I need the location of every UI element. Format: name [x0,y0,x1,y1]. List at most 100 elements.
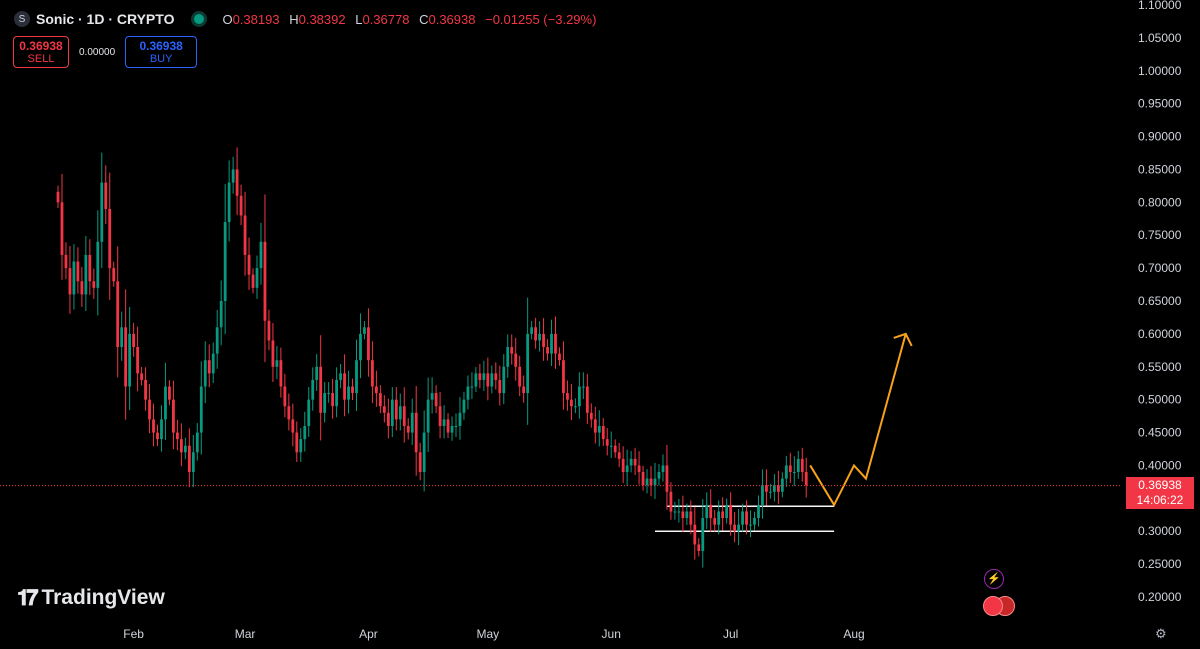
candle-body [669,491,673,512]
candle-body [601,425,605,440]
candle-body [227,182,231,223]
candle-body [482,373,486,380]
candle-body [386,412,390,426]
y-axis: 1.10000 1.05000 1.00000 0.95000 0.90000 0.850… [1138,0,1182,604]
candle-body [132,333,136,348]
candle-body [56,191,60,203]
symbol-title[interactable]: Sonic · 1D · CRYPTO [36,11,175,27]
candle-body [156,432,159,440]
candle-body [382,406,386,413]
candle-body [613,445,617,453]
spread-value: 0.00000 [79,46,116,58]
sonic-logo-icon: S [14,11,30,27]
candle-body [160,419,163,440]
candle-body [299,439,303,453]
candle-body [792,472,796,474]
candle-body [291,419,295,433]
candle-body [303,425,307,440]
projection-path [809,332,913,507]
candle-body [804,472,808,486]
candle-body [255,268,259,288]
us-flag-event-icon[interactable] [983,596,1003,616]
candle-body [633,458,637,466]
lightning-event-icon[interactable]: ⚡ [984,569,1004,589]
candle-body [394,399,398,420]
candle-body [769,491,772,493]
candle-body [96,241,100,288]
y-tick-label: 0.75000 [1138,228,1182,242]
candle-body [637,465,641,473]
candle-body [375,386,378,394]
market-status-icon[interactable] [194,14,205,24]
candle-body [68,268,72,295]
candle-body [701,518,705,551]
x-tick-label: Jul [723,627,738,641]
candle-body [367,327,370,361]
candle-body [788,465,792,473]
candle-body [502,366,506,394]
candle-body [128,333,132,387]
candle-body [211,353,215,374]
candle-body [335,379,338,407]
sell-button[interactable]: 0.36938 SELL [13,36,69,68]
y-tick-label: 0.30000 [1138,524,1182,538]
candle-body [430,393,434,400]
candle-body [239,195,243,216]
candle-body [605,439,609,446]
candle-body [363,327,366,334]
candle-body [311,379,315,400]
candle-body [247,254,251,275]
candle-body [323,393,327,413]
candle-body [219,301,223,328]
buy-button[interactable]: 0.36938 BUY [125,36,198,68]
candle-body [566,393,569,400]
candle-body [438,406,442,426]
candle-body [307,399,311,426]
projection-line[interactable] [809,333,907,507]
candle-body [554,333,557,354]
candle-body [72,261,76,295]
candle-body [625,465,629,473]
candle-body [765,485,768,492]
candle-body [725,504,729,519]
candle-body [705,504,709,519]
candle-body [697,544,701,551]
candle-body [176,432,179,440]
candle-body [259,241,263,269]
candle-body [371,360,374,387]
candle-body [474,373,478,387]
candle-body [530,327,534,334]
candle-body [339,373,342,380]
candle-body [494,373,498,380]
candle-body [737,524,740,532]
candle-body [713,518,717,525]
candle-body [402,406,406,426]
candle-body [776,485,780,492]
y-tick-label: 0.20000 [1138,590,1182,604]
candle-body [538,333,541,341]
candle-body [295,432,299,453]
candle-body [753,518,756,525]
candle-body [108,208,112,269]
x-tick-label: Mar [235,627,256,641]
candle-body [215,327,219,354]
projection-arrowhead [893,332,913,347]
candle-body [422,432,426,473]
candle-body [629,458,633,466]
candle-body [279,360,283,387]
candles [56,147,808,568]
current-price-badge: 0.36938 14:06:22 [1126,477,1194,509]
x-axis: Feb Mar Apr May Jun Jul Aug [123,627,864,641]
y-tick-label: 1.00000 [1138,64,1182,78]
y-tick-label: 0.25000 [1138,557,1182,571]
candle-body [152,419,155,433]
candle-body [172,399,175,433]
bar-countdown: 14:06:22 [1136,493,1184,507]
candle-body [267,320,271,341]
y-tick-label: 0.95000 [1138,97,1182,111]
settings-gear-icon[interactable]: ⚙ [1155,626,1167,641]
candle-body [454,425,458,427]
ohlc-readout: O0.38193 H0.38392 L0.36778 C0.36938 −0.0… [222,11,597,27]
candle-body [470,386,474,388]
